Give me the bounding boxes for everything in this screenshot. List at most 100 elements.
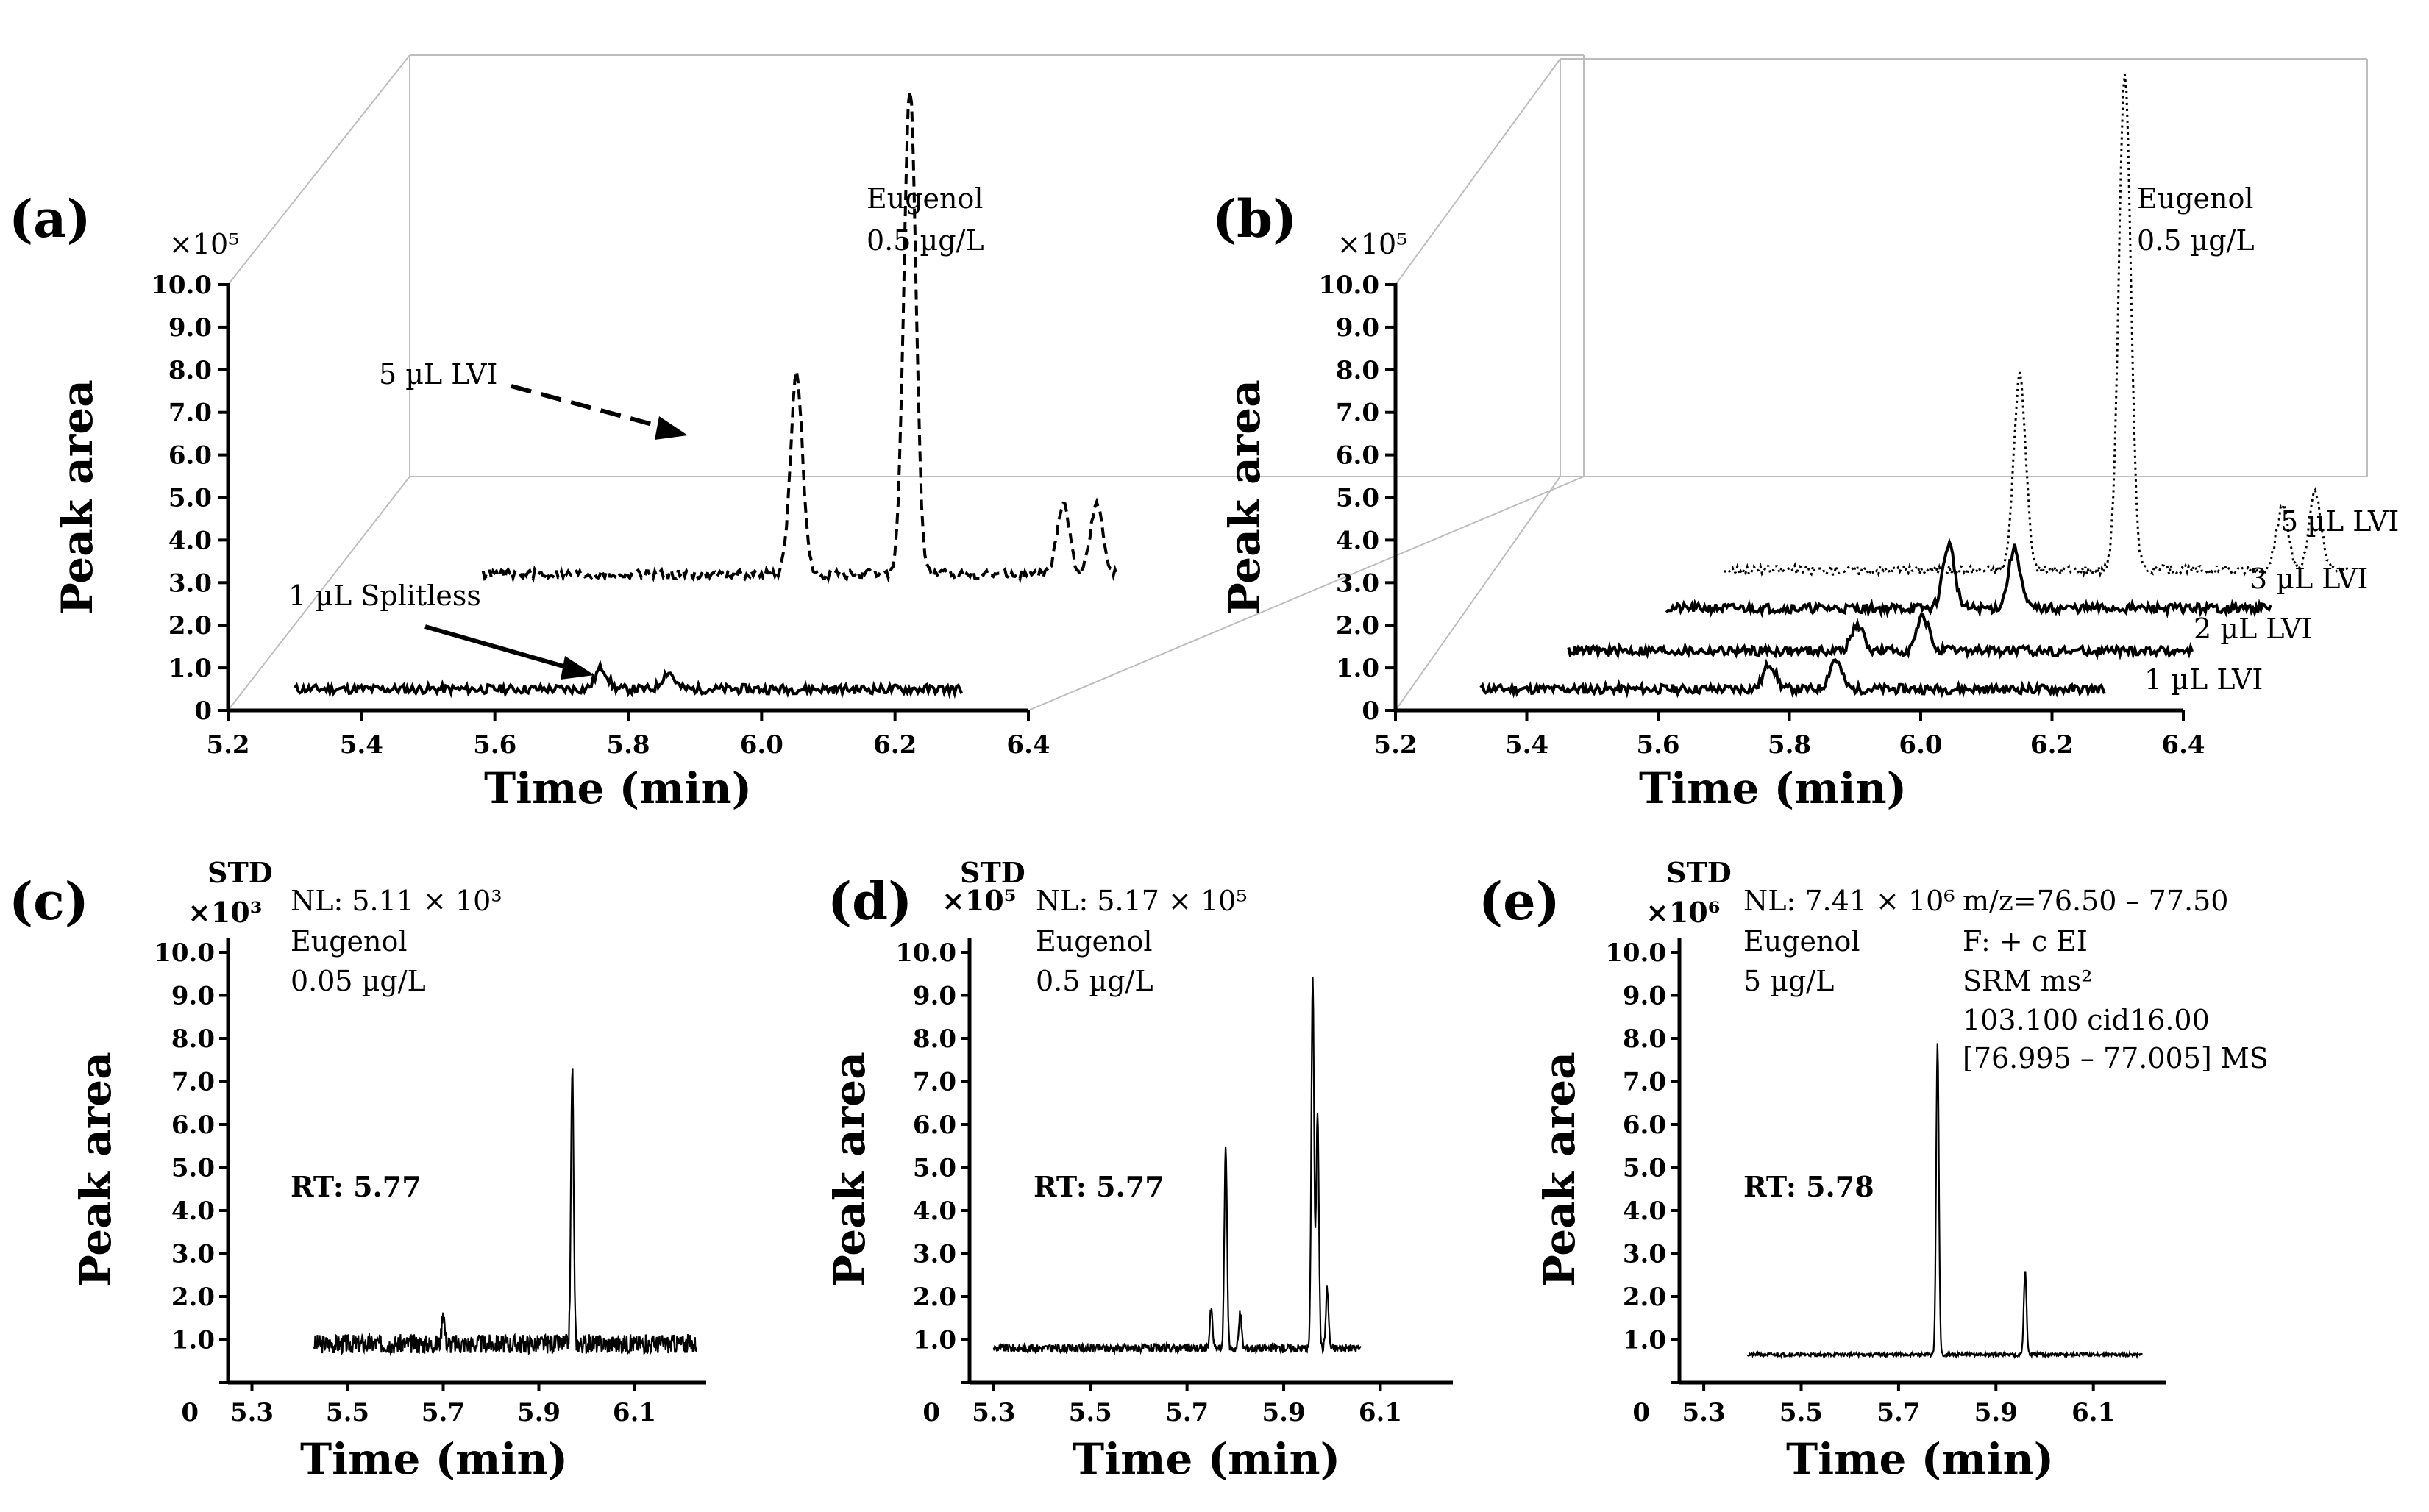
chromatogram-line xyxy=(313,1068,698,1357)
y-tick-label: 3.0 xyxy=(168,568,212,598)
x-tick-label: 5.9 xyxy=(1974,1398,2018,1427)
multiplier-b: ×10⁵ xyxy=(1337,228,1407,260)
series-label-a-5ul: 5 µL LVI xyxy=(379,358,497,391)
x-tick-label: 5.7 xyxy=(1877,1398,1920,1427)
y-tick-label: 7.0 xyxy=(1623,1068,1666,1097)
panel-e: (e) STD ×10⁶ NL: 7.41 × 10⁶ Eugenol 5 µg… xyxy=(1479,856,2269,1484)
y-tick-label: 8.0 xyxy=(168,356,212,385)
y-tick-label: 1.0 xyxy=(913,1326,956,1355)
y-axis-title-e: Peak area xyxy=(1534,1052,1585,1287)
y-tick-label: 7.0 xyxy=(168,399,212,428)
curves-e xyxy=(1746,1043,2143,1360)
scan-info-2: F: + c EI xyxy=(1963,925,2088,958)
x-tick-label: 6.2 xyxy=(873,730,917,760)
scan-info-4: 103.100 cid16.00 xyxy=(1963,1004,2210,1036)
std-label-d: STD xyxy=(960,856,1025,889)
y-tick-label: 9.0 xyxy=(168,313,212,343)
x-tick-label: 6.2 xyxy=(2030,730,2074,760)
ticks-e: 0 1.0 2.0 3.0 4.0 5.0 6.0 7.0 8.0 9.0 10.0 5.3 5.5 5.… xyxy=(1605,938,2115,1427)
x-tick-label: 6.4 xyxy=(1006,730,1050,760)
y-tick-label: 1.0 xyxy=(1336,654,1379,683)
y-tick-label: 10.0 xyxy=(895,938,956,968)
scan-info-1: m/z=76.50 – 77.50 xyxy=(1963,885,2228,917)
x-tick-label: 5.3 xyxy=(1682,1398,1726,1427)
y-tick-label: 5.0 xyxy=(913,1154,956,1183)
y-tick-label: 1.0 xyxy=(168,654,212,683)
x-tick-label: 5.8 xyxy=(1768,730,1811,760)
plot-box-a xyxy=(227,54,1585,711)
y-tick-label: 10.0 xyxy=(154,938,215,968)
annotation-d-conc: 0.5 µg/L xyxy=(1036,965,1153,997)
annotation-d-nl: NL: 5.17 × 10⁵ xyxy=(1036,885,1248,917)
y-tick-label: 1.0 xyxy=(1623,1326,1666,1355)
y-tick-label: 2.0 xyxy=(168,611,212,641)
y-tick-label: 7.0 xyxy=(1336,399,1379,428)
series-label-b-2ul: 2 µL LVI xyxy=(2194,613,2312,645)
y-tick-label: 2.0 xyxy=(1336,611,1379,641)
axes-e xyxy=(1677,938,2166,1385)
ticks-b: 0 1.0 2.0 3.0 4.0 5.0 6.0 7.0 8.0 9.0 10.0 5.2 5.4 5.… xyxy=(1318,271,2205,760)
panel-label-e: (e) xyxy=(1479,871,1560,932)
y-tick-label: 3.0 xyxy=(913,1240,956,1269)
x-tick-label: 5.9 xyxy=(517,1398,561,1427)
y-axis-title-a: Peak area xyxy=(52,379,102,615)
x-tick-label: 6.1 xyxy=(613,1398,656,1427)
y-tick-label: 6.0 xyxy=(168,441,212,471)
axes-a xyxy=(226,283,1028,713)
y-tick-label: 5.0 xyxy=(168,484,212,513)
panel-label-a: (a) xyxy=(9,188,91,249)
x-tick-label: 5.2 xyxy=(1373,730,1417,760)
scan-info-5: [76.995 – 77.005] MS xyxy=(1963,1042,2269,1074)
y-tick-label: 6.0 xyxy=(1623,1110,1666,1140)
annotation-b-conc: 0.5 µg/L xyxy=(2137,224,2255,257)
y-tick-label: 4.0 xyxy=(913,1197,956,1226)
axes-d xyxy=(967,938,1453,1385)
x-axis-title-d: Time (min) xyxy=(1073,1434,1340,1484)
series-label-b-1ul: 1 µL LVI xyxy=(2144,663,2263,696)
y-axis-title-c: Peak area xyxy=(71,1052,121,1287)
y-tick-label: 10.0 xyxy=(151,271,212,300)
arrow-5ul-line xyxy=(511,384,666,430)
y-tick-label: 0 xyxy=(1632,1398,1650,1427)
y-tick-label: 9.0 xyxy=(913,982,956,1011)
plot-box-b xyxy=(1395,58,2368,711)
annotation-a-compound: Eugenol xyxy=(867,182,984,215)
y-tick-label: 4.0 xyxy=(1336,526,1379,555)
y-tick-label: 2.0 xyxy=(171,1283,215,1312)
y-tick-label: 0 xyxy=(194,696,212,726)
std-label-e: STD xyxy=(1666,856,1732,889)
series-line xyxy=(294,659,964,699)
y-tick-label: 3.0 xyxy=(171,1240,215,1269)
annotation-d-compound: Eugenol xyxy=(1036,925,1153,958)
x-tick-label: 5.9 xyxy=(1262,1398,1305,1427)
multiplier-e: ×10⁶ xyxy=(1646,896,1720,929)
ticks-a: 0 1.0 2.0 3.0 4.0 5.0 6.0 7.0 8.0 9.0 10.0 5.2 5.4 5.… xyxy=(151,271,1050,760)
annotation-a-conc: 0.5 µg/L xyxy=(867,224,984,257)
y-tick-label: 8.0 xyxy=(913,1024,956,1054)
x-axis-title-a: Time (min) xyxy=(484,763,752,813)
annotation-e-conc: 5 µg/L xyxy=(1743,965,1834,997)
x-tick-label: 5.6 xyxy=(473,730,516,760)
annotation-e-compound: Eugenol xyxy=(1743,925,1860,958)
y-tick-label: 4.0 xyxy=(1623,1197,1666,1226)
x-tick-label: 5.7 xyxy=(422,1398,465,1427)
y-tick-label: 9.0 xyxy=(171,982,215,1011)
annotation-b-compound: Eugenol xyxy=(2137,182,2254,215)
arrow-1ul-head xyxy=(561,656,594,680)
x-tick-label: 5.5 xyxy=(1779,1398,1823,1427)
x-tick-label: 5.5 xyxy=(326,1398,369,1427)
y-tick-label: 8.0 xyxy=(1623,1024,1666,1054)
y-tick-label: 6.0 xyxy=(171,1110,215,1140)
x-axis-title-e: Time (min) xyxy=(1786,1434,2054,1484)
y-tick-label: 0 xyxy=(181,1398,199,1427)
y-tick-label: 6.0 xyxy=(1336,441,1379,471)
x-tick-label: 6.0 xyxy=(1899,730,1942,760)
x-tick-label: 6.1 xyxy=(1359,1398,1402,1427)
panel-label-d: (d) xyxy=(828,871,912,932)
annotation-c-compound: Eugenol xyxy=(291,925,408,958)
curves-c xyxy=(313,1068,698,1357)
series-label-b-3ul: 3 µL LVI xyxy=(2250,563,2368,595)
y-tick-label: 2.0 xyxy=(1623,1283,1666,1312)
x-axis-title-c: Time (min) xyxy=(300,1434,568,1484)
x-tick-label: 5.3 xyxy=(230,1398,274,1427)
